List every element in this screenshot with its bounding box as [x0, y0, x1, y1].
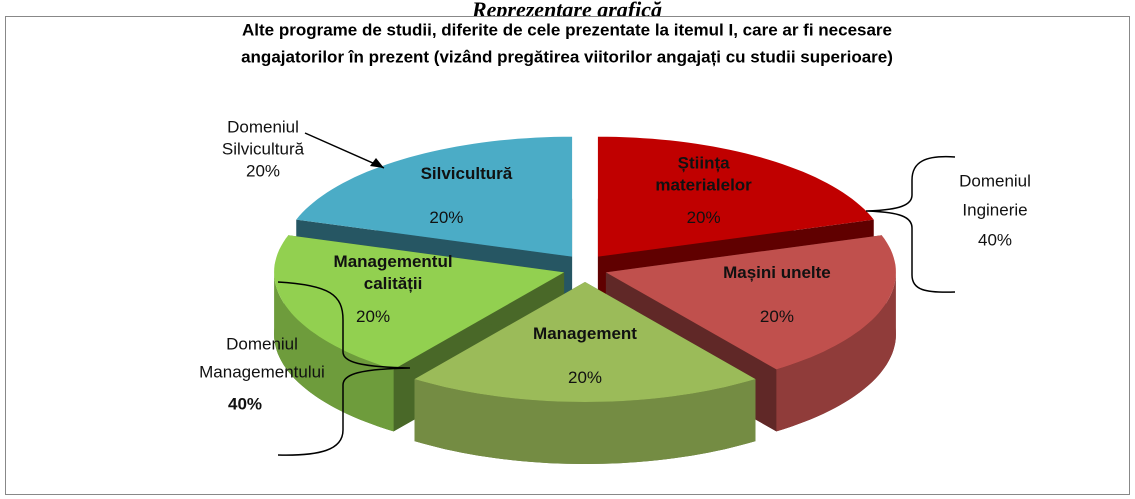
slice — [296, 136, 573, 257]
slice-side — [776, 272, 896, 432]
brace — [277, 281, 411, 456]
annotation: Inginerie — [962, 200, 1027, 219]
value-label: 20% — [760, 307, 794, 326]
annotation: Managementului — [199, 362, 325, 381]
annotations: Domeniul Silvicultură 20% Domeniul Ingin… — [199, 117, 1031, 456]
annotation: Domeniul — [959, 171, 1031, 190]
slice — [605, 235, 896, 370]
arrow-head — [370, 158, 384, 168]
slice-side — [274, 272, 394, 432]
value-label: 20% — [687, 208, 721, 227]
annotation: Silvicultură — [222, 139, 305, 158]
annotation: 40% — [978, 230, 1012, 249]
slice — [597, 136, 874, 257]
pie: Știința materialelor 20% Mașini unelte 20% Ma… — [274, 136, 896, 464]
slice-side — [414, 379, 756, 464]
annotation: 20% — [246, 161, 280, 180]
category-label: Știința materialelor — [655, 154, 752, 195]
slice — [274, 235, 565, 370]
category-label: Mașini unelte — [723, 263, 831, 282]
slice — [414, 282, 756, 402]
annotation: Domeniul — [226, 334, 298, 353]
category-label: Silvicultură — [421, 164, 513, 183]
value-label: 20% — [356, 307, 390, 326]
arrow — [304, 132, 385, 169]
annotation: Domeniul — [227, 117, 299, 136]
chart-title: angajatorilor în prezent (vizând pregăti… — [241, 47, 893, 66]
annotation: 40% — [228, 394, 262, 413]
value-label: 20% — [429, 208, 463, 227]
chart-title: Alte programe de studii, diferite de cel… — [242, 20, 892, 39]
category-label: Management — [533, 324, 637, 343]
category-label: Managementul calității — [334, 253, 453, 294]
value-label: 20% — [568, 368, 602, 387]
brace — [865, 155, 956, 293]
